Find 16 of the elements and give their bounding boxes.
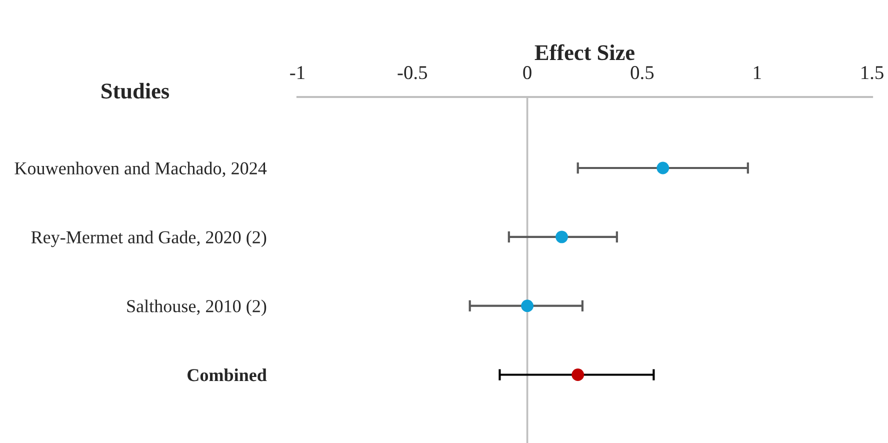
point: [556, 230, 568, 244]
x-tick-label: 0: [523, 66, 532, 80]
x-axis-title: Effect Size: [534, 44, 634, 60]
point: [656, 162, 670, 174]
x-tick-label: -1: [290, 66, 304, 79]
x-tick-label: -0.5: [398, 66, 428, 80]
y-tick-label: Combined: [188, 368, 267, 382]
y-tick-label: Rey-Mermet and Gade, 2020 (2): [31, 230, 266, 248]
x-tick-label: 1.5: [862, 66, 884, 80]
y-tick-label: Kouwenhoven and Machado, 2024: [14, 162, 267, 178]
x-tick-label: 0.5: [630, 66, 654, 80]
point: [572, 368, 584, 381]
point: [521, 300, 534, 312]
y-tick-label: Salthouse, 2010 (2): [127, 300, 266, 316]
x-tick-label: 1: [754, 66, 761, 79]
y-axis-title: Studies: [102, 82, 170, 99]
